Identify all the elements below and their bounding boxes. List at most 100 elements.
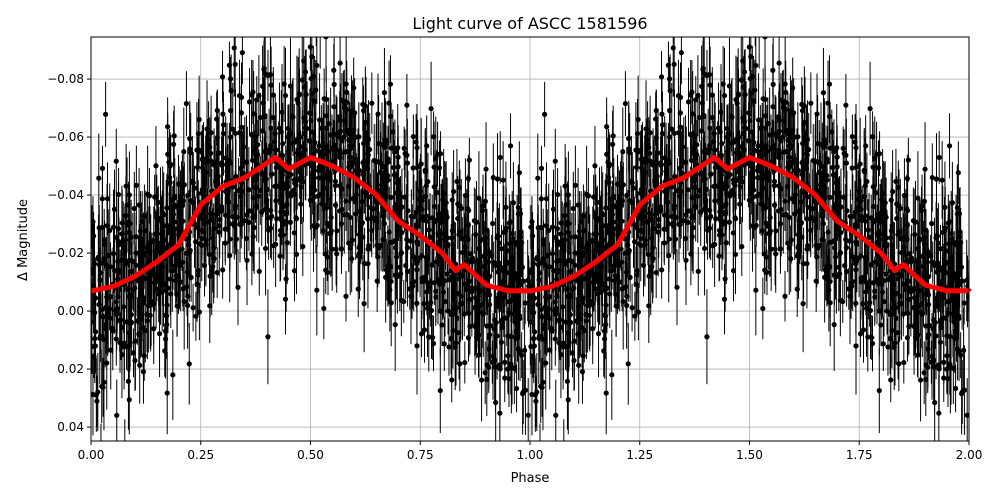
data-point [666,63,671,68]
data-point [542,112,547,117]
data-point [601,348,606,353]
data-point [393,322,398,327]
data-point [832,245,837,250]
data-point [961,348,966,353]
data-point [516,205,521,210]
data-point [659,162,664,167]
data-point [884,308,889,313]
data-point [586,193,591,198]
data-point [269,214,274,219]
data-point [337,208,342,213]
data-point [753,288,758,293]
data-point [933,333,938,338]
data-point [724,240,729,245]
data-point [580,301,585,306]
data-point [154,278,159,283]
data-point [285,240,290,245]
data-point [157,331,162,336]
data-point [869,335,874,340]
data-point [592,163,597,168]
data-point [821,90,826,95]
data-point [672,203,677,208]
data-point [467,157,472,162]
data-point [937,155,942,160]
data-point [207,303,212,308]
data-point [654,135,659,140]
data-point [783,107,788,112]
data-point [177,209,182,214]
data-point [271,115,276,120]
data-point [303,147,308,152]
data-point [799,199,804,204]
data-point [923,323,928,328]
data-point [841,146,846,151]
data-point [736,93,741,98]
data-point [918,377,923,382]
data-point [847,238,852,243]
data-point [616,263,621,268]
data-point [565,330,570,335]
data-point [187,136,192,141]
data-point [278,197,283,202]
data-point [837,251,842,256]
data-point [626,136,631,141]
data-point [604,390,609,395]
data-point [707,208,712,213]
data-point [219,204,224,209]
data-point [208,211,213,216]
data-point [691,225,696,230]
data-point [350,237,355,242]
data-point [553,413,558,418]
data-point [442,341,447,346]
data-point [411,165,416,170]
data-point [100,166,105,171]
data-point [753,63,758,68]
data-point [755,175,760,180]
data-point [417,255,422,260]
data-point [941,315,946,320]
data-point [458,302,463,307]
data-point [805,194,810,199]
data-point [362,261,367,266]
data-point [885,344,890,349]
data-point [166,160,171,165]
data-point [190,305,195,310]
data-point [124,261,129,266]
data-point [181,198,186,203]
data-point [641,209,646,214]
data-point [919,208,924,213]
data-point [388,82,393,87]
data-point [511,200,516,205]
data-point [97,262,102,267]
data-point [257,269,262,274]
data-point [264,197,269,202]
data-point [261,100,266,105]
data-point [419,161,424,166]
data-point [294,252,299,257]
data-point [879,282,884,287]
data-point [956,170,961,175]
data-point [646,303,651,308]
data-point [165,390,170,395]
data-point [227,63,232,68]
data-point [946,241,951,246]
data-point [92,261,97,266]
data-point [268,208,273,213]
data-point [936,411,941,416]
data-point [889,274,894,279]
data-point [612,278,617,283]
data-point [369,101,374,106]
data-point [252,146,257,151]
data-point [279,180,284,185]
data-point [185,193,190,198]
data-point [439,322,444,327]
data-point [325,270,330,275]
data-point [393,245,398,250]
data-point [136,202,141,207]
data-point [134,183,139,188]
data-point [148,313,153,318]
data-point [718,180,723,185]
data-point [638,191,643,196]
data-point [127,397,132,402]
data-point [344,107,349,112]
